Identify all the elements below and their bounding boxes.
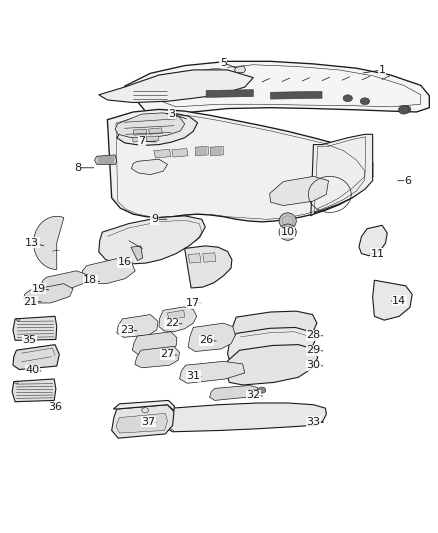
Ellipse shape <box>258 387 266 393</box>
Ellipse shape <box>343 95 353 102</box>
Text: 23: 23 <box>120 325 134 335</box>
Text: 8: 8 <box>74 163 81 173</box>
Text: 32: 32 <box>246 390 261 400</box>
Polygon shape <box>271 91 322 99</box>
Polygon shape <box>226 345 318 385</box>
Polygon shape <box>131 159 167 175</box>
Text: 19: 19 <box>32 284 46 294</box>
Polygon shape <box>81 259 135 284</box>
Polygon shape <box>209 385 258 400</box>
Ellipse shape <box>279 213 296 229</box>
Text: 9: 9 <box>151 214 158 224</box>
Polygon shape <box>95 155 117 164</box>
Text: 21: 21 <box>23 297 37 306</box>
Polygon shape <box>148 128 162 134</box>
Polygon shape <box>188 323 235 351</box>
Polygon shape <box>117 113 198 146</box>
Text: 22: 22 <box>165 318 179 328</box>
Text: 16: 16 <box>117 257 131 267</box>
Text: 18: 18 <box>83 275 97 285</box>
Text: 27: 27 <box>160 350 175 359</box>
Text: 36: 36 <box>48 402 62 413</box>
Ellipse shape <box>279 224 296 240</box>
Polygon shape <box>154 149 171 158</box>
Polygon shape <box>172 149 188 157</box>
Text: 5: 5 <box>220 58 227 68</box>
Polygon shape <box>231 311 317 350</box>
Polygon shape <box>107 109 373 222</box>
Text: 30: 30 <box>307 360 321 370</box>
Polygon shape <box>99 70 253 102</box>
Polygon shape <box>135 346 180 368</box>
Polygon shape <box>117 314 158 337</box>
Polygon shape <box>228 327 315 367</box>
Text: 29: 29 <box>306 345 321 355</box>
Polygon shape <box>203 253 216 262</box>
Polygon shape <box>234 66 246 72</box>
Polygon shape <box>13 316 57 341</box>
Polygon shape <box>206 90 253 98</box>
Polygon shape <box>270 176 328 206</box>
Text: 3: 3 <box>168 109 175 119</box>
Polygon shape <box>133 129 147 135</box>
Polygon shape <box>99 216 205 264</box>
Polygon shape <box>210 147 223 156</box>
Text: 33: 33 <box>307 417 321 427</box>
Text: 37: 37 <box>141 417 155 427</box>
Polygon shape <box>311 134 373 216</box>
Polygon shape <box>12 379 56 402</box>
Polygon shape <box>159 307 197 332</box>
Polygon shape <box>112 405 174 438</box>
Polygon shape <box>185 246 232 288</box>
Text: 31: 31 <box>186 371 200 381</box>
Ellipse shape <box>401 106 411 113</box>
Polygon shape <box>124 61 429 117</box>
Text: 26: 26 <box>199 335 213 345</box>
Text: 14: 14 <box>392 296 406 306</box>
Polygon shape <box>359 225 387 256</box>
Polygon shape <box>373 280 412 320</box>
Ellipse shape <box>360 98 370 104</box>
Text: 7: 7 <box>138 136 145 146</box>
Polygon shape <box>23 284 73 303</box>
Text: 35: 35 <box>22 335 36 345</box>
Polygon shape <box>41 271 88 289</box>
Text: 1: 1 <box>378 65 385 75</box>
Polygon shape <box>116 413 167 433</box>
Text: 40: 40 <box>25 366 39 375</box>
Polygon shape <box>166 403 326 432</box>
Text: 17: 17 <box>186 298 200 308</box>
Polygon shape <box>34 216 64 270</box>
Polygon shape <box>132 332 177 354</box>
Polygon shape <box>113 400 174 411</box>
Polygon shape <box>131 246 143 261</box>
Polygon shape <box>132 137 145 142</box>
Polygon shape <box>13 345 59 369</box>
Ellipse shape <box>399 106 409 114</box>
Text: 11: 11 <box>371 248 385 259</box>
Polygon shape <box>146 136 159 142</box>
Polygon shape <box>195 147 208 156</box>
Polygon shape <box>167 310 185 320</box>
Text: 13: 13 <box>25 238 39 248</box>
Polygon shape <box>115 113 185 138</box>
Text: 10: 10 <box>281 227 295 237</box>
Text: 28: 28 <box>306 330 321 340</box>
Polygon shape <box>188 254 201 263</box>
Polygon shape <box>180 361 245 383</box>
Text: 6: 6 <box>404 176 411 185</box>
